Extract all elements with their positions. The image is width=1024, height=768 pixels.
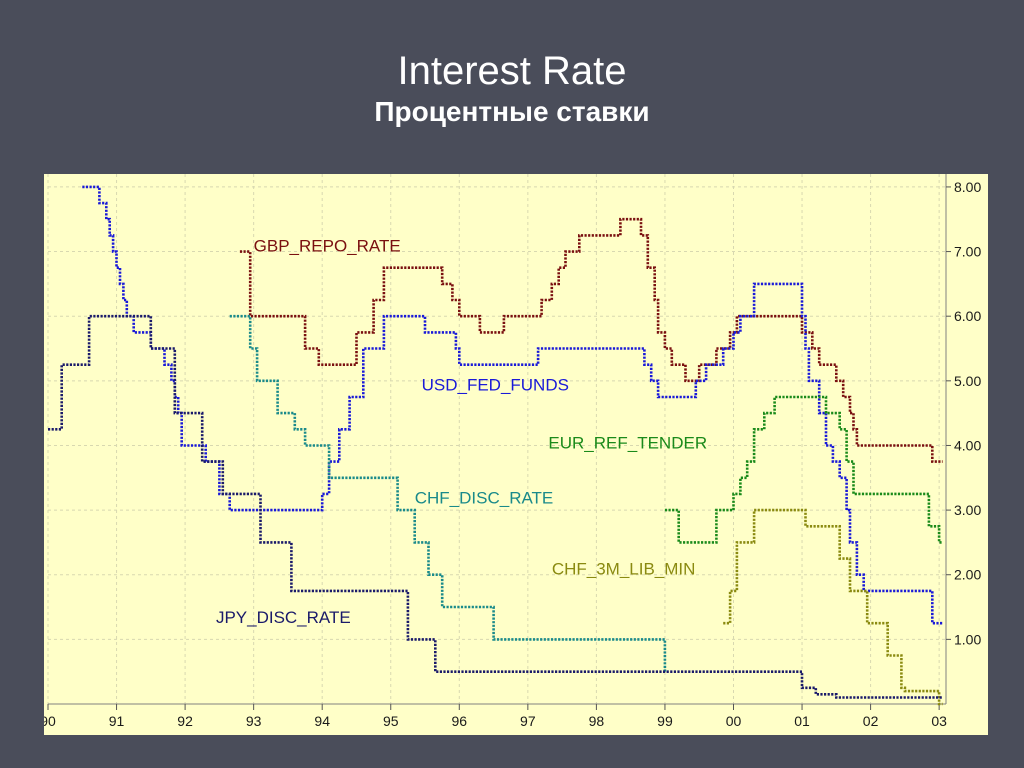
x-tick-label: 03 <box>931 713 947 729</box>
series-line-chf-3m-lib-min <box>723 508 943 706</box>
series-line-gbp-repo-rate <box>239 217 943 463</box>
slide-title-block: Interest Rate Процентные ставки <box>0 48 1024 130</box>
chart-series <box>48 185 943 706</box>
chart-plot-background <box>44 174 988 735</box>
x-tick-label: 98 <box>589 713 605 729</box>
y-tick-label: 5.00 <box>954 373 981 389</box>
x-tick-label: 95 <box>383 713 399 729</box>
x-tick-label: 91 <box>109 713 125 729</box>
x-tick-label: 01 <box>794 713 810 729</box>
x-tick-label: 97 <box>520 713 536 729</box>
x-tick-label: 94 <box>314 713 330 729</box>
chart-series-labels: GBP_REPO_RATE USD_FED_FUNDS EUR_REF_TENDER… <box>216 237 707 628</box>
y-tick-label: 8.00 <box>954 179 981 195</box>
x-tick-label: 02 <box>863 713 879 729</box>
slide-title: Interest Rate <box>397 49 627 93</box>
series-label-gbp-repo-rate: GBP_REPO_RATE <box>254 237 401 256</box>
x-tick-label: 92 <box>177 713 193 729</box>
series-label-chf-disc-rate: CHF_DISC_RATE <box>415 489 554 508</box>
series-label-jpy-disc-rate: JPY_DISC_RATE <box>216 608 351 627</box>
series-label-chf-3m-lib-min: CHF_3M_LIB_MIN <box>552 560 696 579</box>
y-tick-label: 7.00 <box>954 244 981 260</box>
chart-axes: 1.00 2.00 3.00 4.00 5.00 6.00 7.00 8.00 90 91 92 93… <box>40 174 981 729</box>
x-tick-label: 96 <box>452 713 468 729</box>
y-tick-label: 6.00 <box>954 308 981 324</box>
chart-svg: 1.00 2.00 3.00 4.00 5.00 6.00 7.00 8.00 90 91 92 93… <box>40 174 988 735</box>
series-line-eur-ref-tender <box>664 395 943 544</box>
y-tick-label: 3.00 <box>954 502 981 518</box>
chart-grid <box>47 174 946 704</box>
series-label-usd-fed-funds: USD_FED_FUNDS <box>422 376 569 395</box>
interest-rate-chart: 1.00 2.00 3.00 4.00 5.00 6.00 7.00 8.00 90 91 92 93… <box>40 174 988 735</box>
x-tick-label: 99 <box>657 713 673 729</box>
x-tick-label: 00 <box>726 713 742 729</box>
x-tick-label: 90 <box>44 713 56 729</box>
y-tick-label: 2.00 <box>954 567 981 583</box>
slide-subtitle: Процентные ставки <box>374 96 650 127</box>
y-tick-label: 1.00 <box>954 631 981 647</box>
series-label-eur-ref-tender: EUR_REF_TENDER <box>548 434 707 453</box>
series-line-chf-disc-rate <box>229 314 667 672</box>
x-tick-label: 93 <box>246 713 262 729</box>
series-line-jpy-disc-rate <box>48 314 943 699</box>
y-tick-label: 4.00 <box>954 437 981 453</box>
